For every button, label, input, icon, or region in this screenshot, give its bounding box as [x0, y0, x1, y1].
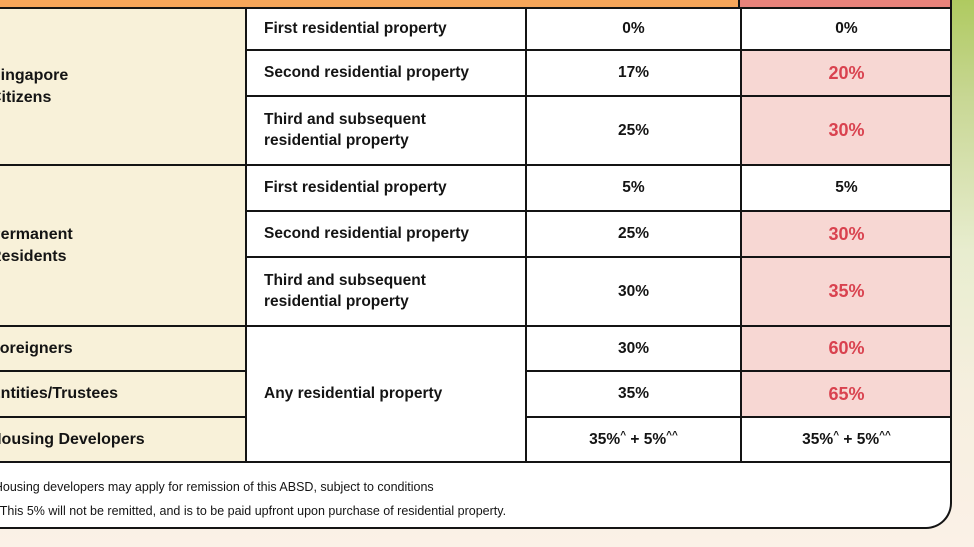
old-rate-cell: 25%	[525, 210, 742, 258]
buyer-group-cell-singapore-citizens: Singapore Citizens	[0, 7, 247, 166]
footnotes: ^Housing developers may apply for remiss…	[0, 463, 950, 524]
old-rate-cell: 30%	[525, 256, 742, 327]
table-row: Third and subsequent residential propert…	[0, 95, 950, 166]
property-type-label: First residential property	[264, 19, 447, 37]
absd-rates-table: Singapore Citizens First residential pro…	[0, 7, 950, 463]
rate-text: 35%	[589, 430, 621, 448]
property-type-label: First residential property	[264, 178, 447, 196]
superscript-caret: ^^	[666, 429, 678, 441]
rate-text: + 5%	[626, 430, 667, 448]
table-row: Housing Developers 35%^ + 5%^^ 35%^ + 5%…	[0, 416, 950, 463]
buyer-group-label: Housing Developers	[0, 430, 145, 448]
property-type-cell: Second residential property	[245, 49, 527, 97]
table-row: Singapore Citizens First residential pro…	[0, 7, 950, 166]
buyer-group-cell-permanent-residents: Permanent Residents	[0, 164, 247, 327]
superscript-caret: ^	[620, 429, 627, 441]
property-type-cell: First residential property	[245, 7, 527, 51]
new-rate-cell: 35%^ + 5%^^	[740, 416, 950, 463]
table-row: Foreigners Any residential property 30% …	[0, 325, 950, 463]
table-row: Entities/Trustees 35% 65%	[0, 370, 950, 418]
old-rate-cell: 35%^ + 5%^^	[525, 416, 742, 463]
absd-rates-card: Singapore Citizens First residential pro…	[0, 0, 952, 529]
old-rate-cell: 25%	[525, 95, 742, 166]
old-rate-cell: 0%	[525, 7, 742, 51]
new-rate-cell-highlighted: 20%	[740, 49, 950, 97]
header-strip-old-rate-segment	[0, 0, 740, 7]
buyer-group-label: Permanent Residents	[0, 226, 73, 265]
table-row: Third and subsequent residential propert…	[0, 256, 950, 327]
property-type-cell-any-residential: Any residential property	[245, 325, 527, 463]
superscript-caret: ^^	[879, 429, 891, 441]
table-row: Second residential property 17% 20%	[0, 49, 950, 97]
property-type-cell: First residential property	[245, 164, 527, 212]
property-type-label: Third and subsequent residential propert…	[264, 272, 426, 310]
new-rate-cell-highlighted: 30%	[740, 95, 950, 166]
rate-text: + 5%	[839, 430, 880, 448]
new-rate-cell-highlighted: 30%	[740, 210, 950, 258]
header-strip	[0, 0, 950, 7]
new-rate-cell-highlighted: 60%	[740, 325, 950, 372]
buyer-group-cell-entities-trustees: Entities/Trustees	[0, 370, 247, 418]
property-type-cell: Second residential property	[245, 210, 527, 258]
header-strip-new-rate-segment	[740, 0, 950, 7]
old-rate-cell: 17%	[525, 49, 742, 97]
buyer-group-label: Foreigners	[0, 339, 73, 357]
table-row: Permanent Residents First residential pr…	[0, 164, 950, 327]
footnote-remission: ^Housing developers may apply for remiss…	[0, 480, 434, 494]
superscript-caret: ^	[833, 429, 840, 441]
table-row: Second residential property 25% 30%	[0, 210, 950, 258]
new-rate-cell: 0%	[740, 7, 950, 51]
buyer-group-cell-housing-developers: Housing Developers	[0, 416, 247, 463]
property-type-cell: Third and subsequent residential propert…	[245, 95, 527, 166]
rate-text: 35%	[802, 430, 834, 448]
old-rate-cell: 35%	[525, 370, 742, 418]
property-type-cell: Third and subsequent residential propert…	[245, 256, 527, 327]
old-rate-cell: 5%	[525, 164, 742, 212]
buyer-group-cell-foreigners: Foreigners	[0, 325, 247, 372]
property-type-label: Any residential property	[264, 384, 443, 402]
new-rate-cell-highlighted: 65%	[740, 370, 950, 418]
property-type-label: Third and subsequent residential propert…	[264, 111, 426, 149]
new-rate-cell-highlighted: 35%	[740, 256, 950, 327]
footnote-upfront: ^^This 5% will not be remitted, and is t…	[0, 504, 507, 519]
new-rate-cell: 5%	[740, 164, 950, 212]
buyer-group-label: Singapore Citizens	[0, 67, 69, 106]
property-type-label: Second residential property	[264, 224, 469, 242]
buyer-group-label: Entities/Trustees	[0, 385, 119, 403]
old-rate-cell: 30%	[525, 325, 742, 372]
property-type-label: Second residential property	[264, 63, 469, 81]
